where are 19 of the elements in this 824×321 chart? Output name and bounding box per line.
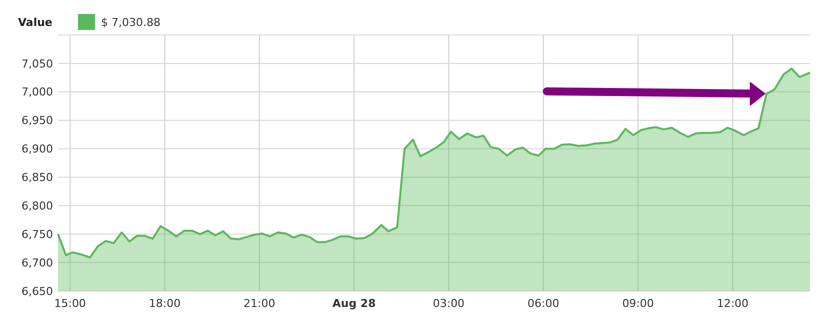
y-tick-label: 6,800 [22, 200, 53, 213]
x-tick-label: 15:00 [54, 297, 86, 310]
legend-label: $ 7,030.88 [101, 16, 160, 29]
x-tick-label: 18:00 [148, 297, 181, 310]
x-tick-label: 06:00 [528, 297, 560, 310]
x-tick-label: Aug 28 [332, 297, 376, 310]
x-tick-label: 12:00 [716, 297, 749, 310]
y-tick-label: 6,950 [22, 114, 53, 128]
y-tick-label: 6,650 [22, 284, 53, 298]
x-tick-label: 03:00 [432, 297, 465, 310]
legend-title: Value [18, 16, 52, 29]
y-tick-label: 6,900 [22, 142, 53, 156]
y-tick-label: 6,850 [22, 171, 53, 184]
y-tick-label: 6,750 [22, 228, 53, 241]
x-tick-label: 21:00 [244, 297, 276, 310]
y-tick-label: 7,050 [22, 57, 53, 70]
x-tick-label: 09:00 [622, 297, 654, 310]
y-tick-label: 7,000 [22, 86, 53, 99]
y-tick-label: 6,700 [22, 256, 53, 270]
